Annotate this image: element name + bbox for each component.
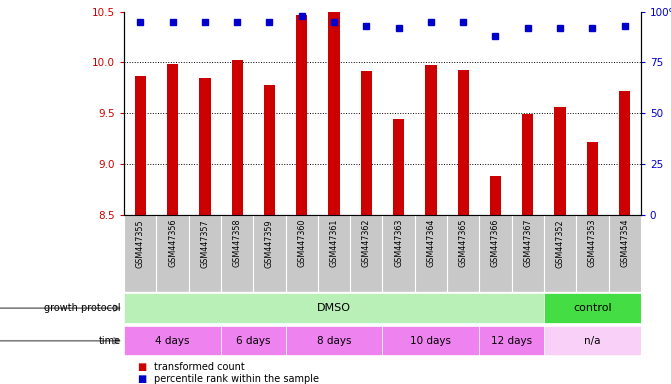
Text: GSM447365: GSM447365 [459, 219, 468, 267]
Bar [544, 326, 641, 356]
Text: 10 days: 10 days [411, 336, 452, 346]
Bar [425, 65, 437, 215]
Text: GSM447367: GSM447367 [523, 219, 532, 267]
Text: ■: ■ [138, 361, 147, 372]
Bar [458, 70, 469, 215]
Bar [619, 91, 630, 215]
Bar [544, 293, 641, 323]
Bar [264, 85, 275, 215]
Bar [522, 114, 533, 215]
Text: 12 days: 12 days [491, 336, 532, 346]
Bar [382, 326, 479, 356]
Bar [296, 15, 307, 215]
Bar [124, 293, 544, 323]
Bar [361, 71, 372, 215]
Text: growth protocol: growth protocol [44, 303, 121, 313]
Bar [554, 107, 566, 215]
Text: transformed count: transformed count [154, 361, 245, 372]
Text: GSM447363: GSM447363 [394, 219, 403, 267]
Text: 4 days: 4 days [155, 336, 190, 346]
Text: percentile rank within the sample: percentile rank within the sample [154, 374, 319, 384]
Text: GSM447355: GSM447355 [136, 219, 145, 268]
Bar [286, 326, 382, 356]
Bar [135, 76, 146, 215]
Text: GSM447358: GSM447358 [233, 219, 242, 267]
Text: GSM447353: GSM447353 [588, 219, 597, 267]
Bar [586, 142, 598, 215]
Text: GSM447357: GSM447357 [201, 219, 209, 268]
Bar [393, 119, 404, 215]
Text: GSM447359: GSM447359 [265, 219, 274, 268]
Text: GSM447360: GSM447360 [297, 219, 306, 267]
Bar [221, 326, 286, 356]
Text: GSM447364: GSM447364 [426, 219, 435, 267]
Text: 8 days: 8 days [317, 336, 352, 346]
Text: ■: ■ [138, 374, 147, 384]
Bar [167, 65, 178, 215]
Text: GSM447362: GSM447362 [362, 219, 371, 267]
Text: n/a: n/a [584, 336, 601, 346]
Text: time: time [99, 336, 121, 346]
Text: GSM447361: GSM447361 [329, 219, 339, 267]
Text: GSM447366: GSM447366 [491, 219, 500, 267]
Text: 6 days: 6 days [236, 336, 270, 346]
Text: DMSO: DMSO [317, 303, 351, 313]
Text: GSM447354: GSM447354 [620, 219, 629, 267]
Bar [328, 0, 340, 215]
Text: GSM447356: GSM447356 [168, 219, 177, 267]
Text: GSM447352: GSM447352 [556, 219, 564, 268]
Bar [479, 326, 544, 356]
Text: control: control [573, 303, 612, 313]
Bar [124, 326, 221, 356]
Bar [490, 176, 501, 215]
Bar [231, 60, 243, 215]
Bar [199, 78, 211, 215]
